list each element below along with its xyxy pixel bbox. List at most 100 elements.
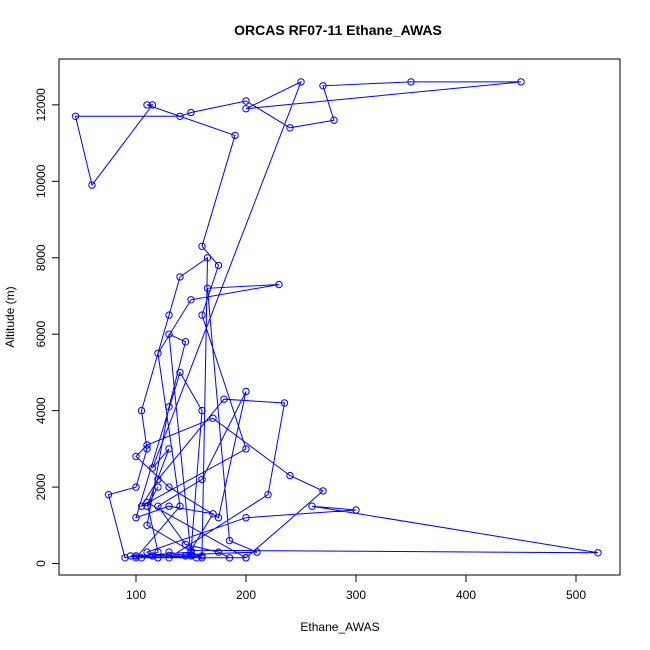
data-point [225,554,234,562]
data-point [132,514,140,522]
data-point [176,502,184,510]
data-point [165,311,173,319]
data-point [143,441,151,449]
y-tick-label: 8000 [34,244,48,271]
x-tick-label: 300 [346,588,366,602]
data-point [132,452,140,461]
data-point [209,510,217,518]
data-point [121,554,129,562]
data-point [198,406,206,415]
data-point [154,554,162,562]
x-axis: 100 200 300 400 500 [126,574,586,602]
data-point [132,483,140,491]
data-point [275,280,283,289]
data-point [143,548,151,556]
data-point [308,502,316,510]
y-tick-label: 2000 [34,473,48,500]
data-point [280,399,289,407]
data-point [165,330,173,338]
plot-frame [58,58,621,576]
data-point [286,471,294,480]
data-point [242,554,250,562]
data-point [165,483,173,491]
data-point [154,548,162,556]
data-point [517,78,525,86]
data-point [154,502,162,510]
data-point [198,242,206,251]
data-point [330,116,338,124]
data-point [88,181,96,189]
data-point [154,349,162,357]
data-point [192,554,201,562]
data-point [319,487,327,495]
data-point [71,112,80,121]
data-point [203,254,212,262]
data-point [198,311,206,319]
x-tick-label: 200 [236,588,256,602]
data-point [148,464,157,472]
data-point [225,536,234,545]
data-point [143,101,151,109]
data-point [231,131,239,140]
data-point [242,105,250,113]
data-point [594,549,602,557]
data-point [143,502,151,510]
data-point [187,548,195,556]
data-point [220,395,228,403]
data-point [165,445,173,453]
data-point [214,514,223,522]
data-point [165,548,173,556]
data-point [132,554,140,562]
series-line [74,80,599,559]
data-point [137,502,146,510]
data-point [143,521,151,529]
data-point [242,387,250,396]
data-point [209,414,217,422]
x-tick-label: 500 [566,588,586,602]
data-point [198,475,206,484]
data-point [264,491,272,499]
data-point [242,97,250,105]
data-point [137,554,146,562]
data-point [137,406,146,415]
data-point [181,338,190,346]
data-point [154,483,162,491]
chart-title: ORCAS RF07-11 Ethane_AWAS [234,22,442,38]
data-point [176,273,184,281]
data-point [143,498,151,507]
data-point [187,296,195,304]
y-tick-label: 10000 [34,164,48,198]
data-point [165,502,173,510]
y-tick-label: 0 [34,560,48,567]
y-tick-label: 6000 [34,321,48,348]
data-point [187,108,195,117]
data-point [242,445,250,453]
data-point [242,514,250,522]
x-axis-label: Ethane_AWAS [300,620,379,634]
y-axis: 0 2000 4000 6000 8000 10000 12000 [34,88,60,567]
data-point [187,546,195,554]
data-point [143,445,151,453]
data-point [176,368,184,377]
data-point [104,491,113,499]
data-point [286,124,294,132]
y-tick-label: 4000 [34,397,48,424]
data-point [148,101,157,109]
data-point [214,261,223,270]
series-layer [71,78,602,562]
data-point [198,554,206,562]
data-point [214,548,223,556]
data-point [181,540,190,549]
data-point [176,112,184,121]
data-point [407,78,415,86]
y-axis-label: Altitude (m) [3,286,17,347]
data-point [165,554,173,562]
y-tick-label: 12000 [34,88,48,122]
data-point [352,506,360,514]
x-tick-label: 100 [126,588,146,602]
data-point [154,475,162,484]
x-tick-label: 400 [456,588,476,602]
data-point [181,552,190,560]
data-point [203,284,212,292]
